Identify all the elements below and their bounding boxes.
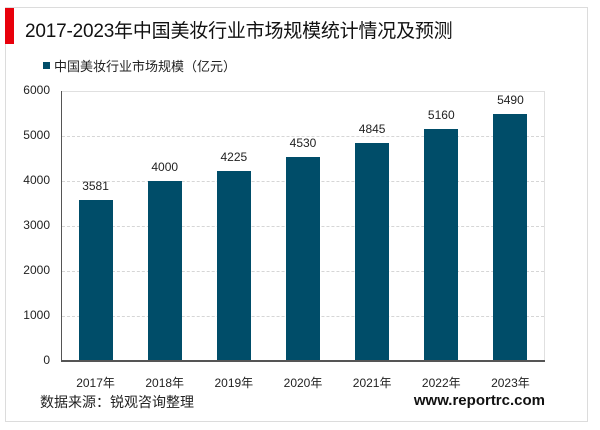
website-label: www.reportrc.com bbox=[413, 392, 545, 409]
y-tick-label: 6000 bbox=[23, 83, 50, 97]
bar-value-label: 3581 bbox=[82, 178, 109, 193]
plot-area bbox=[61, 91, 545, 361]
bar-2017年 bbox=[78, 199, 113, 361]
bar-2020年 bbox=[286, 157, 320, 361]
x-tick-label: 2020年 bbox=[283, 376, 323, 390]
x-tick-label: 2018年 bbox=[145, 376, 185, 390]
x-tick-label: 2019年 bbox=[214, 376, 254, 390]
x-tick-label: 2021年 bbox=[352, 376, 392, 390]
bar-value-label: 4225 bbox=[220, 149, 248, 164]
bar-2023年 bbox=[493, 113, 528, 361]
bar-2018年 bbox=[147, 181, 182, 361]
bar-2019年 bbox=[216, 170, 251, 361]
title-accent-bar bbox=[5, 8, 14, 44]
bar-value-label: 5490 bbox=[497, 92, 524, 107]
bar-2021年 bbox=[355, 142, 390, 361]
y-tick-label: 3000 bbox=[23, 218, 50, 232]
bar-value-label: 5160 bbox=[427, 107, 455, 122]
legend-swatch-icon bbox=[43, 62, 50, 69]
bar-2022年 bbox=[424, 128, 459, 361]
y-tick-label: 2000 bbox=[23, 263, 50, 277]
x-tick-label: 2017年 bbox=[76, 376, 115, 390]
bar-value-label: 4000 bbox=[151, 160, 179, 174]
y-tick-label: 0 bbox=[43, 353, 50, 367]
y-tick-label: 1000 bbox=[23, 308, 50, 322]
chart-frame bbox=[5, 7, 588, 422]
y-axis-line bbox=[61, 91, 62, 361]
y-tick-label: 5000 bbox=[23, 128, 50, 142]
bar-value-label: 4530 bbox=[289, 136, 317, 151]
x-tick-label: 2022年 bbox=[421, 376, 461, 390]
legend: 中国美妆行业市场规模（亿元） bbox=[43, 56, 236, 75]
gridline bbox=[62, 136, 544, 137]
bar-value-label: 4845 bbox=[358, 121, 386, 136]
data-source: 数据来源：锐观咨询整理 bbox=[40, 394, 194, 410]
legend-label: 中国美妆行业市场规模（亿元） bbox=[54, 59, 237, 74]
x-tick-label: 2023年 bbox=[491, 376, 530, 390]
y-tick-label: 4000 bbox=[23, 173, 50, 187]
x-axis-line bbox=[61, 360, 545, 362]
chart-title: 2017-2023年中国美妆行业市场规模统计情况及预测 bbox=[25, 21, 453, 42]
